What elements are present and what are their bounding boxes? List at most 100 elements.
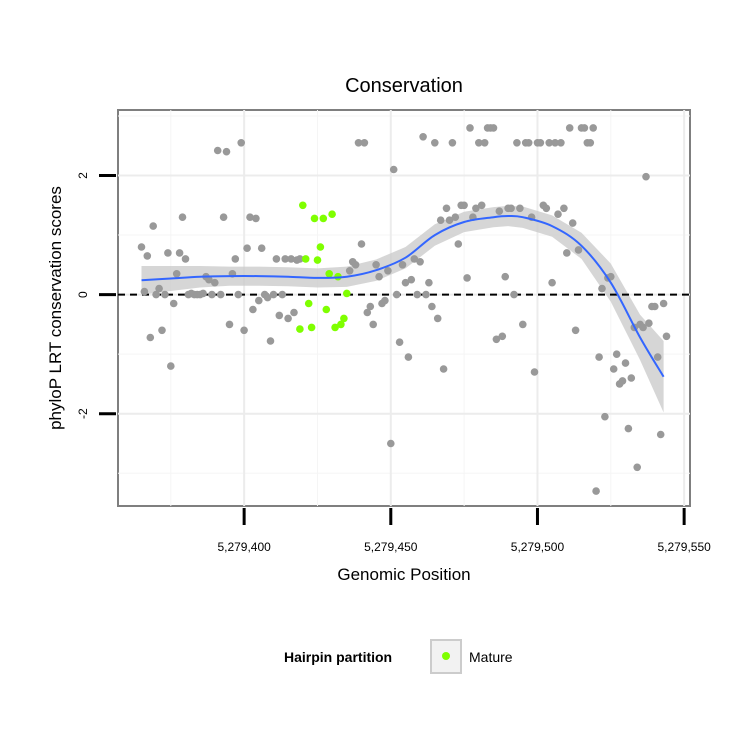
point-other (431, 139, 439, 147)
point-other (477, 201, 486, 210)
point-mature (313, 256, 322, 264)
point-other (205, 275, 213, 284)
point-other (263, 293, 272, 302)
point-other (519, 320, 527, 329)
legend: Hairpin partition Mature (284, 639, 513, 674)
point-mature (337, 320, 345, 329)
point-other (167, 362, 175, 370)
point-other (554, 210, 562, 218)
point-other (645, 319, 653, 328)
point-other (571, 326, 580, 335)
point-other (419, 133, 427, 141)
point-other (501, 272, 510, 281)
point-other (436, 216, 445, 224)
point-other (158, 326, 166, 335)
point-mature (325, 270, 334, 278)
point-other (492, 335, 501, 344)
point-other (392, 290, 401, 299)
point-other (586, 139, 595, 147)
point-other (428, 302, 436, 311)
point-other (445, 216, 454, 224)
point-other (413, 290, 422, 299)
point-other (560, 204, 568, 213)
y-tick-label: 2 (76, 172, 90, 179)
point-other (592, 487, 600, 495)
point-other (404, 353, 413, 361)
point-other (627, 374, 636, 382)
point-other (460, 201, 468, 210)
point-other (240, 326, 248, 335)
point-other (395, 338, 404, 347)
point-other (357, 240, 366, 248)
point-other (351, 261, 360, 269)
point-other (257, 244, 266, 252)
point-mature (316, 243, 325, 251)
point-other (589, 124, 597, 132)
point-other (152, 290, 160, 299)
point-other (398, 261, 407, 269)
point-other (237, 139, 245, 147)
point-other (249, 305, 257, 314)
chart-title: Conservation (345, 75, 463, 97)
point-other (612, 350, 621, 359)
point-other (375, 272, 383, 281)
point-other (143, 252, 152, 260)
point-other (231, 255, 240, 263)
point-other (225, 320, 234, 329)
point-other (422, 290, 430, 299)
point-other (472, 204, 480, 213)
y-axis-label: phyloP LRT conservation scores (46, 186, 65, 430)
point-other (574, 246, 583, 254)
point-other (448, 139, 457, 147)
point-mature (328, 210, 336, 218)
point-other (545, 139, 553, 147)
point-mature (301, 255, 310, 263)
x-axis: 5,279,400 5,279,450 5,279,500 5,279,550 (217, 508, 711, 554)
point-other (601, 412, 609, 421)
point-other (530, 368, 539, 376)
point-other (659, 299, 668, 308)
point-other (216, 290, 225, 299)
point-other (363, 308, 372, 317)
point-other (172, 270, 181, 278)
point-other (557, 139, 565, 147)
y-tick-label: -2 (76, 408, 90, 419)
point-mature (331, 323, 339, 332)
point-other (662, 332, 671, 341)
x-tick-label: 5,279,550 (657, 540, 711, 554)
legend-mature-marker (442, 652, 450, 660)
point-other (565, 124, 574, 132)
point-other (161, 290, 169, 299)
point-mature (304, 299, 313, 308)
point-other (642, 172, 650, 181)
point-other (568, 219, 577, 227)
point-other (290, 308, 298, 317)
point-other (278, 290, 287, 299)
point-other (381, 296, 389, 305)
point-other (272, 255, 281, 263)
point-other (454, 240, 463, 248)
point-other (246, 213, 254, 221)
x-tick-label: 5,279,450 (364, 540, 418, 554)
point-other (219, 213, 228, 221)
point-other (621, 359, 630, 367)
point-other (360, 139, 369, 147)
point-other (287, 255, 295, 263)
point-other (345, 267, 354, 275)
point-other (178, 213, 187, 221)
point-other (146, 333, 155, 342)
point-other (149, 222, 157, 230)
legend-title: Hairpin partition (284, 649, 392, 665)
point-other (524, 139, 533, 147)
point-other (442, 204, 451, 213)
point-mature (310, 214, 319, 223)
point-other (516, 204, 524, 213)
x-tick-label: 5,279,400 (217, 540, 271, 554)
point-other (425, 278, 433, 287)
point-other (384, 267, 392, 275)
point-other (595, 353, 603, 361)
point-other (164, 249, 172, 257)
point-other (410, 255, 419, 263)
point-other (284, 314, 292, 323)
